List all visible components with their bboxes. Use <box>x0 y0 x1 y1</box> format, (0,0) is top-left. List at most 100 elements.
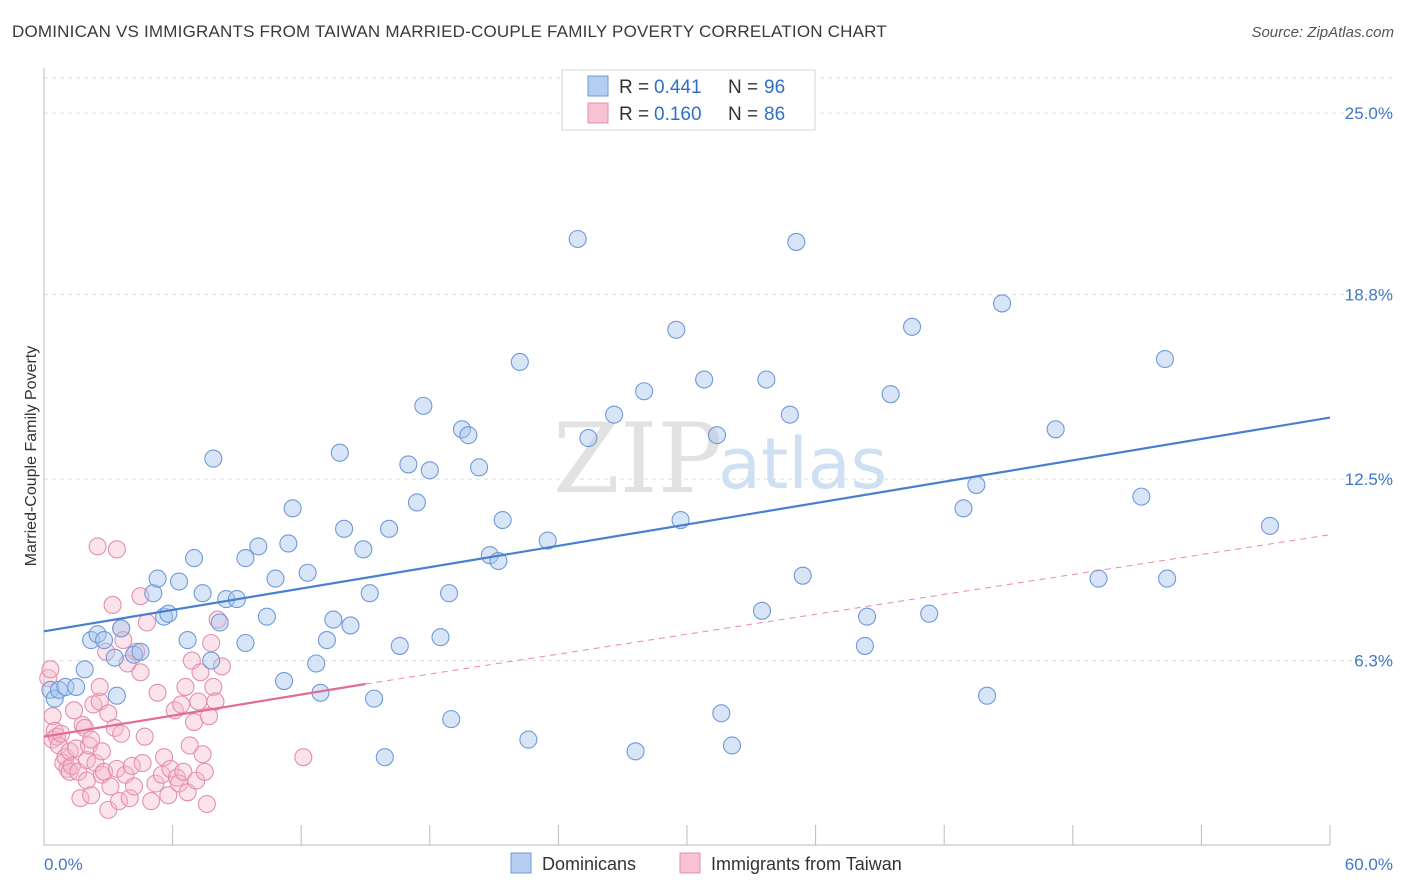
taiwan-point-37 <box>103 595 122 614</box>
dominicans-point-31 <box>266 569 285 588</box>
dominicans-point-23 <box>204 449 223 468</box>
dominicans-point-43 <box>354 540 373 559</box>
dominicans-point-50 <box>407 493 426 512</box>
dominicans-point-88 <box>978 686 997 705</box>
dominicans-point-39 <box>324 610 343 629</box>
taiwan-point-27 <box>88 537 107 556</box>
watermark-atlas: atlas <box>718 423 887 505</box>
dominicans-point-3 <box>56 677 75 696</box>
dominicans-point-21 <box>193 584 212 603</box>
series-taiwan-points <box>39 537 313 819</box>
taiwan-point-36 <box>101 777 120 796</box>
taiwan-point-85 <box>294 748 313 767</box>
taiwan-point-60 <box>154 748 174 767</box>
trend-lines <box>43 416 1331 738</box>
taiwan-point-77 <box>195 762 214 781</box>
taiwan-point-84 <box>212 657 231 676</box>
dominicans-point-75 <box>722 736 742 755</box>
taiwan-point-75 <box>191 663 210 682</box>
legend-r-value-blue: 0.441 <box>654 77 702 98</box>
taiwan-point-6 <box>49 736 69 755</box>
taiwan-point-17 <box>71 789 90 808</box>
legend-r-value-pink: 0.160 <box>654 104 702 125</box>
taiwan-point-40 <box>107 540 126 559</box>
taiwan-point-56 <box>142 792 161 811</box>
legend-swatch-pink <box>587 102 609 124</box>
taiwan-point-82 <box>206 692 225 711</box>
dominicans-point-57 <box>459 426 478 445</box>
dominicans-point-14 <box>144 584 163 603</box>
dominicans-point-95 <box>1260 516 1280 535</box>
dominicans-point-83 <box>881 385 900 404</box>
taiwan-point-43 <box>112 724 131 743</box>
dominicans-point-8 <box>94 631 114 650</box>
dominicans-point-49 <box>399 455 418 474</box>
dominicans-point-10 <box>107 686 126 705</box>
taiwan-point-49 <box>124 777 144 796</box>
taiwan-trend-line-extended <box>365 534 1331 685</box>
dominicans-point-30 <box>257 607 276 626</box>
taiwan-point-67 <box>174 762 193 781</box>
taiwan-point-80 <box>202 633 221 653</box>
taiwan-point-81 <box>204 677 223 696</box>
dominicans-point-87 <box>967 475 986 494</box>
dominicans-point-68 <box>626 742 645 761</box>
dominicans-point-54 <box>440 584 459 603</box>
x-tick-labels: 0.0% 60.0% <box>44 855 1393 874</box>
dominicans-point-15 <box>148 569 167 588</box>
taiwan-point-83 <box>208 610 227 629</box>
dominicans-point-73 <box>707 426 727 445</box>
y-tick-label-0: 6.3% <box>1354 652 1393 671</box>
legend-n-label-pink: N = <box>728 104 758 125</box>
dominicans-point-72 <box>695 370 714 389</box>
dominicans-point-78 <box>780 405 799 424</box>
legend-n-value-blue: 96 <box>764 77 785 98</box>
dominicans-point-92 <box>1132 487 1151 506</box>
taiwan-point-14 <box>64 701 84 720</box>
dominicans-point-81 <box>855 636 874 655</box>
taiwan-point-1 <box>41 660 60 679</box>
dominicans-point-74 <box>712 704 731 723</box>
bottom-legend-dominicans: Dominicans <box>542 854 636 874</box>
dominicans-point-18 <box>169 572 189 591</box>
y-tick-label-3: 25.0% <box>1345 104 1393 123</box>
dominicans-point-47 <box>380 519 399 538</box>
taiwan-trend-line <box>43 682 366 738</box>
taiwan-point-23 <box>82 730 101 749</box>
taiwan-point-29 <box>90 677 109 696</box>
taiwan-point-61 <box>159 786 178 805</box>
taiwan-point-54 <box>135 727 154 746</box>
dominicans-point-34 <box>283 499 302 518</box>
dominicans-point-29 <box>249 537 268 556</box>
dominicans-point-20 <box>184 549 204 568</box>
dominicans-point-51 <box>414 396 433 415</box>
taiwan-point-68 <box>176 677 195 696</box>
taiwan-point-24 <box>82 786 101 805</box>
taiwan-point-50 <box>127 642 146 661</box>
taiwan-point-58 <box>148 683 167 702</box>
dominicans-point-80 <box>793 566 812 585</box>
taiwan-point-2 <box>43 707 62 726</box>
legend-n-value-pink: 86 <box>764 104 785 125</box>
dominicans-point-69 <box>635 382 654 401</box>
dominicans-point-40 <box>330 443 349 462</box>
dominicans-point-53 <box>431 628 450 647</box>
bottom-legend: Dominicans Immigrants from Taiwan <box>510 852 902 874</box>
dominicans-point-61 <box>493 510 512 530</box>
taiwan-point-47 <box>120 789 139 808</box>
dominicans-point-63 <box>519 730 538 749</box>
dominicans-point-41 <box>335 519 354 538</box>
x-tick-label-1: 60.0% <box>1345 855 1393 874</box>
dominicans-point-4 <box>67 677 86 696</box>
dominicans-point-94 <box>1158 569 1177 588</box>
dominicans-point-19 <box>178 631 197 650</box>
taiwan-point-72 <box>184 712 204 732</box>
taiwan-point-74 <box>189 692 208 711</box>
dominicans-point-70 <box>667 320 686 339</box>
dominicans-point-90 <box>1046 420 1065 439</box>
taiwan-point-35 <box>99 800 118 819</box>
dominicans-point-11 <box>112 619 131 638</box>
taiwan-point-70 <box>180 736 199 755</box>
taiwan-point-44 <box>114 631 133 650</box>
dominicans-point-65 <box>568 229 587 249</box>
